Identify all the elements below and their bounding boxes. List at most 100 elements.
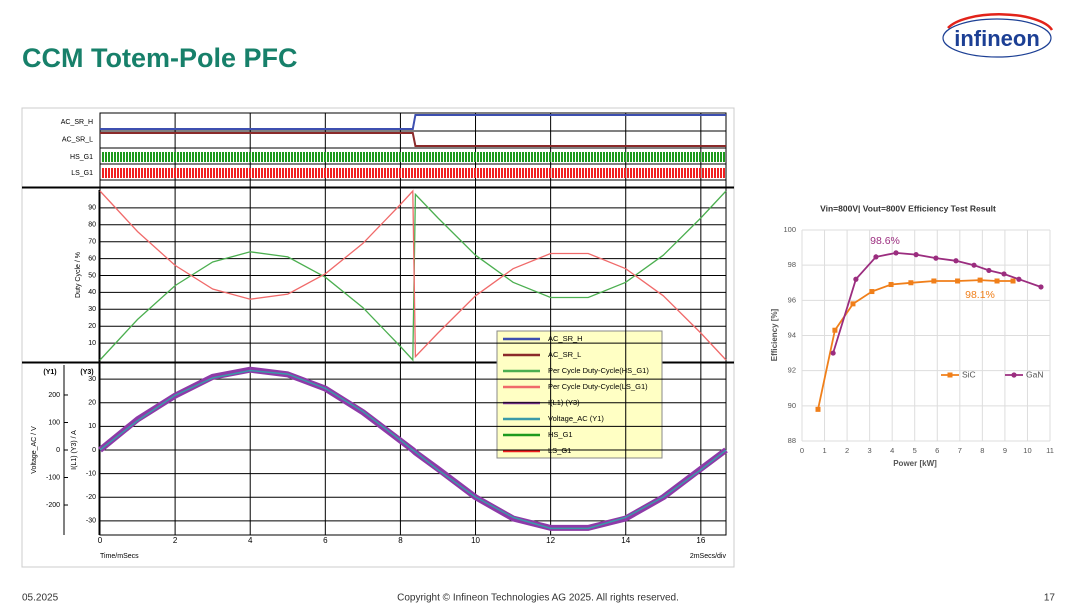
- x-tick-label: 14: [621, 536, 630, 545]
- row-label: AC_SR_H: [61, 119, 93, 126]
- x-tick-label: 4: [890, 446, 894, 455]
- footer-copyright: Copyright © Infineon Technologies AG 202…: [397, 593, 679, 604]
- x-tick-label: 0: [98, 536, 103, 545]
- series-line: [832, 251, 1042, 354]
- legend-marker: [947, 372, 953, 378]
- marker: [1016, 276, 1022, 282]
- y-tick-label: 10: [88, 340, 96, 347]
- marker: [830, 350, 836, 356]
- sim-legend: AC_SR_H AC_SR_L Per Cycle Duty-Cycle(HS_G1…: [496, 330, 663, 459]
- x-tick-label: 8: [398, 536, 403, 545]
- y-tick-label: 92: [788, 366, 796, 375]
- legend-box: [496, 330, 663, 459]
- y2-tick-label: 0: [92, 447, 96, 454]
- y2-tick-label: 30: [88, 376, 96, 383]
- legend-label: Per Cycle Duty-Cycle(HS_G1): [548, 366, 649, 375]
- y-tick-label: 90: [788, 401, 796, 410]
- y2-axis-tag: (Y3): [80, 369, 93, 376]
- legend-label: SiC: [962, 369, 976, 379]
- x-tick-label: 3: [868, 446, 872, 455]
- slide-title: CCM Totem-Pole PFC: [22, 43, 298, 73]
- y-tick-label: 80: [88, 222, 96, 229]
- x-tick-label: 2: [845, 446, 849, 455]
- duty-trace: [99, 189, 727, 361]
- legend-label: AC_SR_H: [548, 334, 583, 343]
- marker: [913, 252, 919, 258]
- row-label: AC_SR_L: [62, 136, 93, 143]
- x-tick-label: 2: [173, 536, 178, 545]
- y-tick-label: 88: [788, 436, 796, 445]
- marker: [994, 278, 1000, 284]
- y-tick-label: 60: [88, 255, 96, 262]
- x-tick-label: 4: [248, 536, 253, 545]
- logo-ring: [942, 18, 1052, 58]
- y-tick-label: 0: [56, 447, 60, 454]
- x-tick-label: 9: [1003, 446, 1007, 455]
- y2-axis-label: I(L1) (Y3) / A: [71, 430, 78, 470]
- footer-date: 05.2025: [22, 593, 59, 604]
- x-tick-label: 6: [323, 536, 328, 545]
- y-tick-label: 96: [788, 295, 796, 304]
- chart-title: Vin=800V| Vout=800V Efficiency Test Resu…: [820, 203, 996, 213]
- annotation: 98.6%: [870, 235, 900, 247]
- x-tick-label: 11: [1046, 446, 1054, 455]
- logo: infineon: [954, 26, 1040, 51]
- y-tick-label: 70: [88, 239, 96, 246]
- marker: [908, 280, 914, 286]
- x-tick-label: 1: [822, 446, 826, 455]
- y-tick-label: 98: [788, 260, 796, 269]
- y-tick-label: 50: [88, 272, 96, 279]
- y-axis-label: Efficiency [%]: [770, 308, 779, 361]
- marker: [933, 255, 939, 261]
- x-tick-label: 7: [958, 446, 962, 455]
- legend-label: Voltage_AC (Y1): [548, 414, 604, 423]
- x-tick-label: 10: [471, 536, 480, 545]
- marker: [953, 258, 959, 264]
- y-tick-label: 100: [48, 419, 60, 426]
- legend-marker: [1011, 372, 1017, 378]
- y-axis-label: Duty Cycle / %: [75, 252, 82, 298]
- marker: [931, 278, 937, 284]
- marker: [955, 278, 961, 284]
- y-tick-label: 20: [88, 323, 96, 330]
- marker: [893, 250, 899, 256]
- analog-trace: [99, 369, 727, 530]
- x-tick-label: 5: [913, 446, 917, 455]
- digital-trace: [100, 114, 726, 130]
- x-tick-label: 10: [1023, 446, 1031, 455]
- y-tick-label: 200: [48, 392, 60, 399]
- x-tick-label: 12: [546, 536, 555, 545]
- x-tick-label: 0: [800, 446, 804, 455]
- marker: [832, 327, 838, 333]
- y2-tick-label: -20: [86, 494, 96, 501]
- legend-label: Per Cycle Duty-Cycle(LS_G1): [548, 382, 648, 391]
- annotation: 98.1%: [965, 289, 995, 301]
- y-tick-label: 90: [88, 205, 96, 212]
- marker: [888, 282, 894, 288]
- gate-signal-band: [101, 168, 725, 178]
- y-tick-label: -200: [46, 502, 60, 509]
- y2-tick-label: 10: [88, 423, 96, 430]
- y2-tick-label: -10: [86, 470, 96, 477]
- y-axis-tag: (Y1): [43, 369, 56, 376]
- marker: [853, 276, 859, 282]
- x-axis-label: Time/mSecs: [100, 553, 139, 560]
- gate-signal-band: [101, 152, 725, 162]
- y2-tick-label: -30: [86, 518, 96, 525]
- marker: [971, 262, 977, 268]
- y-tick-label: 100: [783, 225, 796, 234]
- x-axis-label: Power [kW]: [893, 459, 937, 468]
- marker: [815, 406, 821, 412]
- row-label: HS_G1: [70, 154, 93, 161]
- marker: [869, 289, 875, 295]
- marker: [873, 254, 879, 260]
- marker: [986, 267, 992, 274]
- x-tick-label: 6: [935, 446, 939, 455]
- marker: [1010, 278, 1016, 284]
- digital-trace: [100, 132, 726, 147]
- y-axis-label: Voltage_AC / V: [31, 426, 38, 474]
- y-tick-label: 94: [788, 330, 796, 339]
- y-tick-label: 30: [88, 306, 96, 313]
